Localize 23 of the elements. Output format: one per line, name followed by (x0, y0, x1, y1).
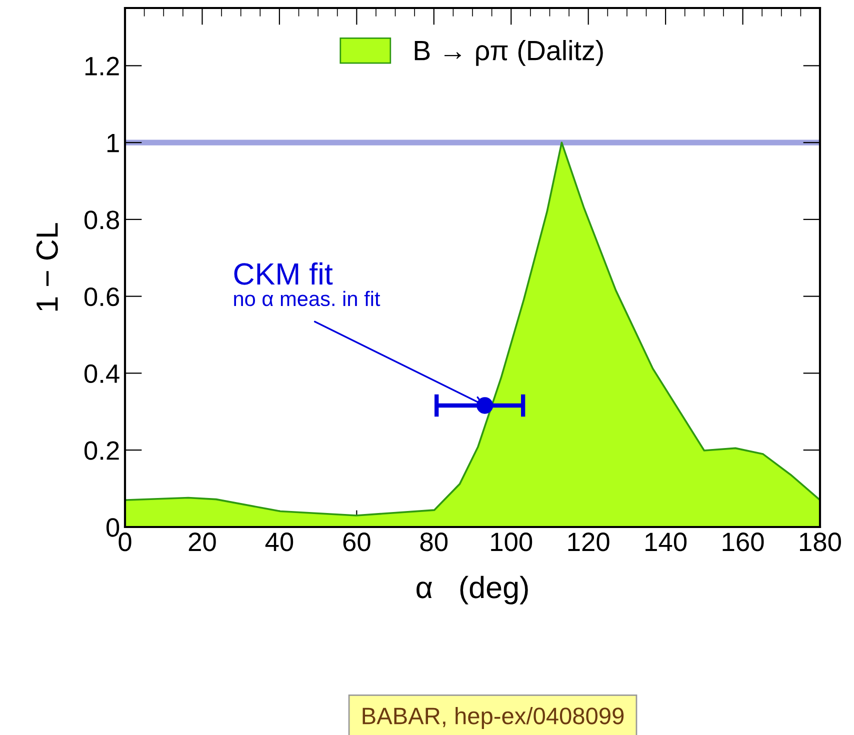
text: BABAR, hep-ex/0408099 (362, 706, 624, 730)
x-tick-label: 140 (646, 532, 687, 552)
x-tick-label: 40 (265, 532, 294, 552)
y-tick-label: 0 (106, 518, 120, 537)
x-tick-label: 80 (420, 532, 448, 552)
annotation: no α meas. in fit (234, 290, 380, 306)
y-tick-label: 0.2 (84, 441, 119, 460)
y-tick-label: 0.4 (84, 364, 120, 384)
x-tick-label: 60 (343, 532, 370, 552)
y-tick-label: 0.8 (84, 210, 119, 230)
y-axis-title: 1 − CL (36, 223, 58, 311)
x-tick-label: 0 (118, 532, 132, 552)
x-tick-label: 180 (800, 532, 841, 552)
x-tick-label: 20 (188, 532, 216, 552)
annotation: CKM fit (234, 262, 333, 285)
y-tick-label: 0.6 (84, 287, 119, 306)
legend-label: B → ρπ (Dalitz) (414, 40, 603, 66)
x-axis-title: α (deg) (416, 576, 528, 604)
x-tick-label: 160 (722, 532, 764, 552)
x-tick-label: 120 (568, 532, 610, 552)
y-tick-label: 1.2 (85, 56, 119, 76)
x-tick-label: 100 (491, 532, 532, 552)
y-tick-label: 1 (107, 134, 119, 152)
